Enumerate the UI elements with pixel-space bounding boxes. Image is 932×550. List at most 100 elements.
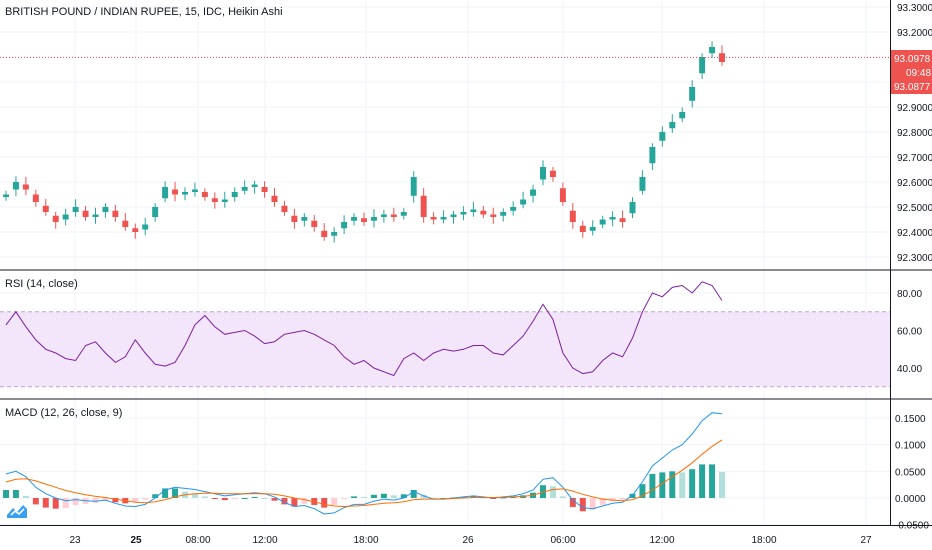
candle-body (321, 230, 328, 237)
candle-body (599, 219, 606, 225)
candle-body (540, 167, 546, 180)
candle-body (32, 194, 39, 202)
macd-histogram-bar (599, 498, 606, 505)
rsi-title: RSI (14, close) (5, 278, 78, 290)
macd-histogram-bar (22, 495, 29, 498)
candle-body (291, 215, 298, 222)
macd-histogram-bar (32, 498, 39, 505)
candle-body (460, 212, 467, 215)
candle-body (659, 132, 666, 141)
macd-histogram-bar (172, 488, 179, 498)
candle-body (569, 210, 576, 222)
candle-body (400, 212, 407, 216)
candle-body (390, 214, 397, 217)
candle-body (211, 198, 218, 202)
price-tick-label: 92.5000 (897, 203, 932, 214)
candle-body (331, 232, 338, 236)
macd-histogram-bar (231, 498, 238, 500)
macd-histogram-bar (649, 474, 656, 498)
candle-body (510, 207, 517, 211)
macd-histogram-bar (52, 498, 59, 509)
candle-body (152, 207, 159, 217)
macd-histogram-bar (331, 498, 338, 505)
macd-histogram-bar (281, 498, 288, 505)
time-tick-label: 23 (69, 535, 81, 546)
candle-body (589, 227, 596, 231)
candle-body (549, 170, 556, 177)
macd-histogram-bar (191, 493, 198, 498)
last-price-badge (891, 50, 932, 94)
rsi-tick-label: 80.00 (897, 289, 922, 300)
candle-body (341, 222, 348, 229)
rsi-line (5, 281, 723, 377)
macd-tick-label: 0.1500 (895, 414, 926, 425)
macd-histogram-bar (549, 486, 556, 498)
macd-histogram-bar (112, 498, 119, 503)
macd-histogram-bar (271, 498, 278, 501)
price-tick-label: 93.2000 (897, 28, 932, 39)
countdown-label: 09:48 (906, 68, 931, 79)
candle-body (579, 225, 586, 232)
candle-body (649, 147, 656, 164)
macd-histogram-bar (669, 471, 676, 498)
candle-body (301, 217, 308, 221)
time-tick-label: 26 (462, 535, 474, 546)
price-tick-label: 92.4000 (897, 228, 932, 239)
candle-body (480, 210, 487, 215)
time-tick-label: 27 (860, 535, 872, 546)
time-tick-label: 08:00 (185, 535, 210, 546)
candle-body (470, 209, 477, 212)
macd-histogram-bar (221, 498, 228, 501)
rsi-tick-label: 60.00 (897, 327, 922, 338)
macd-histogram-bar (142, 498, 149, 500)
candle-body (639, 177, 646, 191)
price-tick-label: 92.7000 (897, 153, 932, 164)
macd-line (5, 412, 723, 515)
candle-body (420, 195, 427, 217)
candle-body (62, 214, 69, 220)
macd-histogram-bar (679, 472, 686, 498)
macd-title: MACD (12, 26, close, 9) (5, 407, 122, 419)
rsi-tick-label: 40.00 (897, 364, 922, 375)
candle-body (380, 214, 387, 217)
macd-histogram-bar (659, 472, 666, 498)
signal-line (5, 439, 723, 508)
candle-body (311, 220, 318, 227)
macd-histogram-bar (251, 496, 258, 498)
macd-histogram-bar (390, 495, 397, 498)
macd-histogram-bar (370, 494, 377, 498)
time-tick-label: 12:00 (252, 535, 277, 546)
candle-body (281, 205, 288, 212)
candle-body (92, 214, 99, 217)
price-candles (3, 41, 725, 243)
macd-histogram-bar (569, 498, 576, 508)
tradingview-logo-icon[interactable] (6, 503, 28, 519)
candle-body (361, 218, 367, 222)
candle-body (559, 188, 566, 202)
macd-tick-label: 0.1000 (895, 441, 926, 452)
macd-histogram-bar (3, 490, 9, 498)
macd-histogram-bar (261, 498, 268, 499)
macd-histogram-bar (341, 498, 348, 500)
prev-price-label: 93.0877 (894, 82, 931, 93)
candle-body (430, 217, 437, 220)
candle-body (699, 57, 706, 74)
time-tick-label: 06:00 (550, 535, 575, 546)
macd-histogram-bar (162, 488, 169, 498)
macd-histogram-bar (201, 496, 208, 498)
candle-body (530, 189, 537, 196)
macd-histogram-bar (62, 498, 69, 509)
macd-histogram-bar (639, 484, 646, 498)
candle-body (351, 217, 358, 221)
candle-body (450, 214, 457, 217)
macd-histogram-bar (460, 496, 467, 498)
candle-body (689, 87, 696, 101)
macd-tick-label: 0.0500 (895, 467, 926, 478)
price-tick-label: 92.9000 (897, 103, 932, 114)
candle-body (251, 184, 258, 187)
time-tick-label: 12:00 (649, 535, 674, 546)
time-axis-labels[interactable]: 23 25 08:00 12:00 18:00 26 06:00 12:00 18:00 27 (69, 535, 872, 546)
candle-body (122, 220, 129, 227)
candle-body (12, 182, 19, 190)
